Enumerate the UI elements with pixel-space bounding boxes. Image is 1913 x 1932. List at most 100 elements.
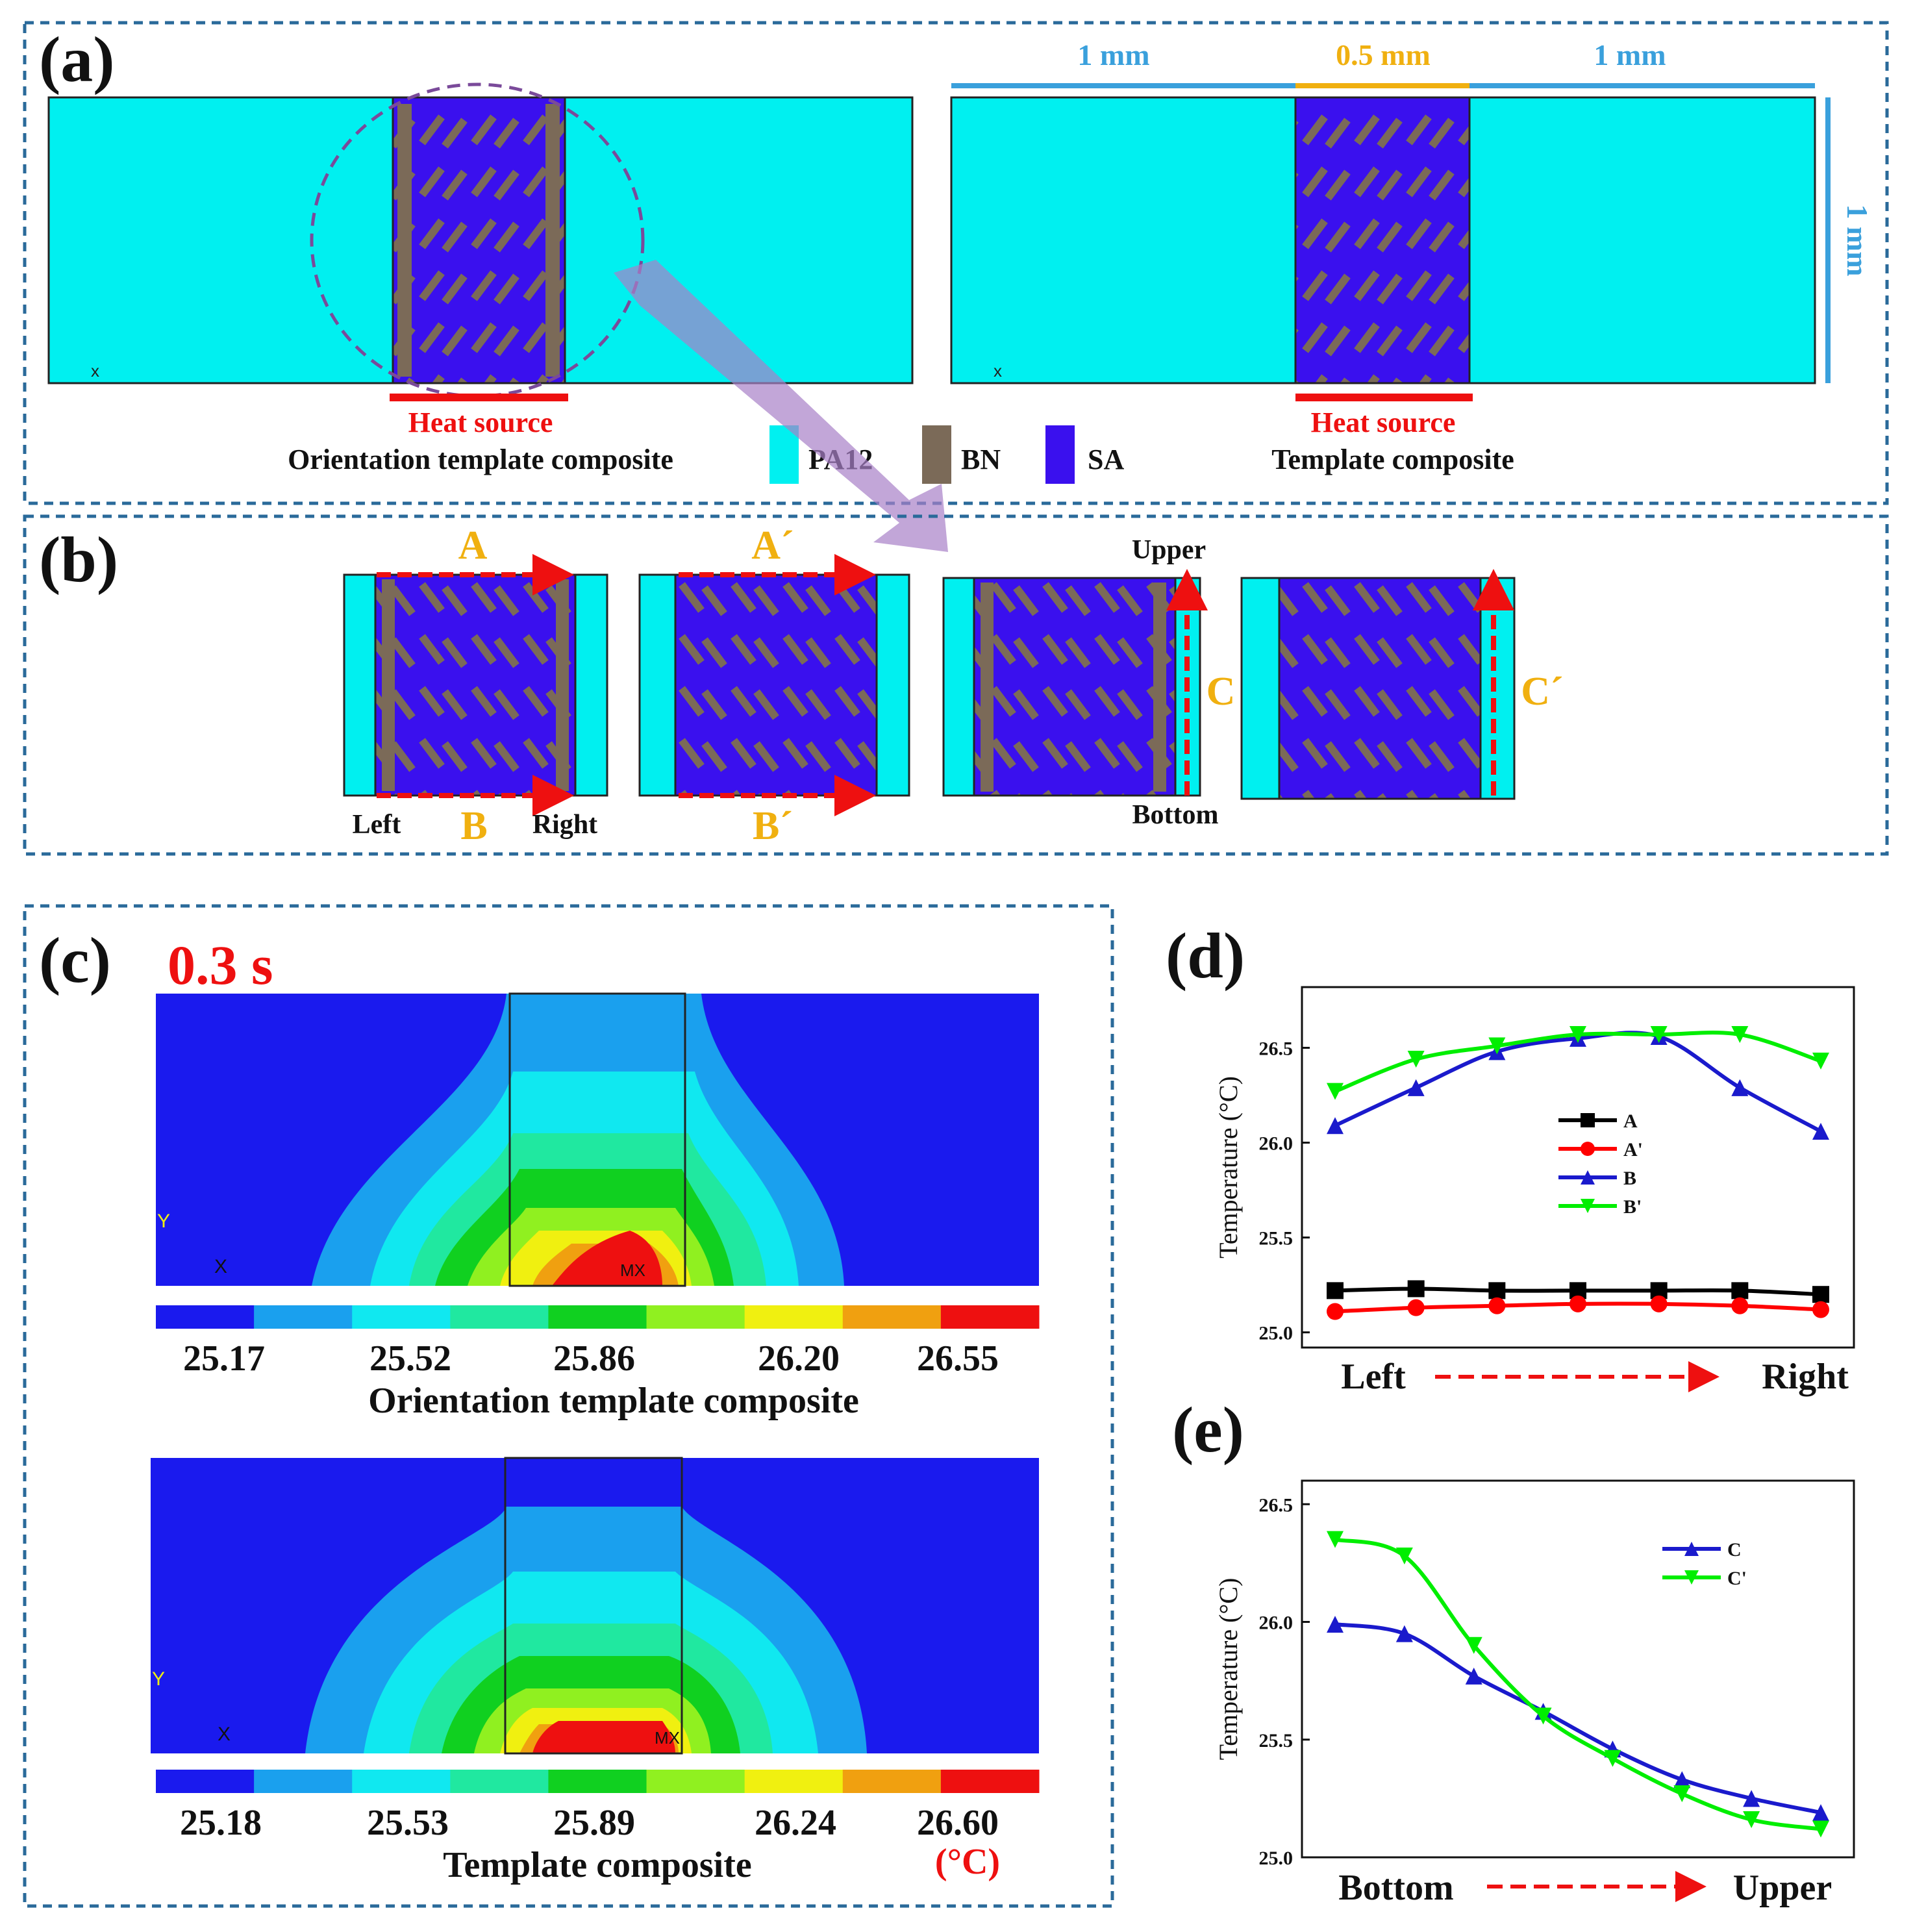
y-axis-label: Temperature (°C) — [1214, 1578, 1243, 1761]
data-point — [1327, 1117, 1344, 1135]
colorbar-segment — [842, 1305, 942, 1329]
tick-26-55: 26.55 — [917, 1338, 999, 1379]
data-point — [1812, 1804, 1829, 1822]
chart-d-left-label: Left — [1341, 1357, 1406, 1397]
legend-label: A' — [1623, 1139, 1643, 1160]
colorbar-segment — [352, 1770, 451, 1793]
mx-label-2: MX — [655, 1728, 680, 1748]
data-point — [1488, 1297, 1506, 1314]
data-point — [1581, 1142, 1595, 1156]
axis-y-label-2: Y — [152, 1668, 165, 1690]
legend-label: C' — [1727, 1568, 1747, 1589]
label-right-b: Right — [532, 810, 597, 840]
colorbar-segment — [646, 1770, 745, 1793]
path-label-B: B — [460, 804, 487, 848]
tick-25-53: 25.53 — [367, 1803, 449, 1843]
colorbar-segment — [450, 1305, 549, 1329]
data-point — [1673, 1785, 1691, 1803]
data-point — [1534, 1707, 1552, 1725]
data-point — [1581, 1170, 1595, 1185]
path-label-A-prime: A´ — [751, 523, 794, 568]
colorbar-segment — [744, 1770, 844, 1793]
data-point — [1327, 1616, 1344, 1633]
legend-swatch-pa12 — [769, 425, 799, 484]
tick-26-24: 26.24 — [755, 1803, 836, 1843]
panel-a-label: (a) — [39, 23, 115, 95]
y-tick-label: 25.5 — [1259, 1730, 1294, 1751]
data-point — [1650, 1295, 1668, 1312]
data-point — [1327, 1083, 1344, 1100]
chart-d-x-direction: Left Right — [1341, 1357, 1849, 1397]
colorbar-segment — [940, 1305, 1040, 1329]
axis-x-label-c: X — [214, 1256, 227, 1277]
tick-25-17: 25.17 — [183, 1338, 265, 1379]
panel-d-label: (d) — [1166, 920, 1245, 992]
path-label-C-prime: C´ — [1521, 670, 1563, 714]
dim-left: 1 mm — [1077, 38, 1149, 71]
path-diagram-A-B — [343, 554, 608, 816]
path-diagram-A-prime-B-prime — [638, 554, 910, 816]
colorbar-segment — [156, 1770, 255, 1793]
data-point — [1488, 1282, 1506, 1299]
path-diagram-C-prime — [1240, 569, 1516, 800]
colorbar-ticks-template: 25.18 25.53 25.89 26.24 26.60 — [180, 1803, 999, 1843]
colorbar-ticks-orientation: 25.17 25.52 25.86 26.20 26.55 — [183, 1338, 999, 1379]
tick-26-20: 26.20 — [758, 1338, 840, 1379]
material-legend: PA12 BN SA — [769, 425, 1124, 484]
tick-26-60: 26.60 — [917, 1803, 999, 1843]
y-tick-label: 25.0 — [1259, 1848, 1294, 1869]
data-point — [1465, 1637, 1482, 1654]
colorbar-segment — [548, 1770, 647, 1793]
data-point — [1407, 1079, 1425, 1096]
data-point — [1488, 1037, 1506, 1055]
legend-swatch-sa — [1045, 425, 1075, 484]
y-tick-label: 26.5 — [1259, 1494, 1294, 1516]
colorbar-segment — [940, 1770, 1040, 1793]
tick-25-86: 25.86 — [553, 1338, 635, 1379]
dim-mid: 0.5 mm — [1336, 38, 1431, 71]
colorbar-segment — [352, 1305, 451, 1329]
y-tick-label: 26.0 — [1259, 1612, 1294, 1634]
label-upper-b: Upper — [1132, 535, 1206, 565]
chart-e-right-label: Upper — [1733, 1868, 1832, 1908]
orientation-caption-a: Orientation template composite — [288, 444, 673, 475]
series-line-C — [1334, 1622, 1821, 1815]
panel-e-label: (e) — [1172, 1394, 1244, 1466]
orientation-template-model: x — [47, 82, 914, 398]
data-point — [1395, 1625, 1413, 1642]
legend-label: C — [1727, 1539, 1742, 1561]
data-point — [1395, 1548, 1413, 1564]
panel-b-frame — [23, 514, 1889, 856]
label-left-b: Left — [353, 810, 401, 840]
data-point — [1407, 1299, 1425, 1316]
axis-x-label: x — [91, 361, 99, 381]
chart-e-left-label: Bottom — [1338, 1868, 1453, 1908]
y-tick-label: 25.5 — [1259, 1228, 1294, 1249]
data-point — [1604, 1750, 1621, 1767]
dim-vertical: 1 mm — [1841, 204, 1874, 276]
tick-25-89: 25.89 — [553, 1803, 635, 1843]
path-label-A: A — [458, 523, 488, 568]
colorbar-segment — [548, 1305, 647, 1329]
chart-d: 25.0 25.5 26.0 26.5 Temperature (°C) A A' B B' — [1214, 986, 1855, 1349]
y-tick-label: 26.0 — [1259, 1133, 1294, 1155]
legend-label: B — [1623, 1168, 1636, 1189]
data-point — [1581, 1113, 1595, 1127]
data-point — [1731, 1297, 1749, 1314]
legend-label: A — [1623, 1110, 1638, 1132]
data-point — [1327, 1531, 1344, 1548]
data-point — [1407, 1051, 1425, 1068]
legend-label-sa: SA — [1088, 444, 1124, 475]
colorbar-segment — [254, 1305, 353, 1329]
series-line-C' — [1334, 1537, 1821, 1831]
data-point — [1812, 1820, 1829, 1838]
chart-e: 25.0 25.5 26.0 26.5 Temperature (°C) C C' — [1214, 1479, 1855, 1869]
panel-a-frame — [23, 21, 1889, 505]
axis-y-label: Y — [157, 1211, 170, 1232]
mx-label: MX — [620, 1261, 645, 1280]
path-diagram-C — [942, 569, 1208, 797]
data-point — [1569, 1295, 1586, 1312]
time-label: 0.3 s — [168, 934, 273, 996]
y-tick-label: 26.5 — [1259, 1038, 1294, 1059]
legend-label-bn: BN — [961, 444, 1001, 475]
